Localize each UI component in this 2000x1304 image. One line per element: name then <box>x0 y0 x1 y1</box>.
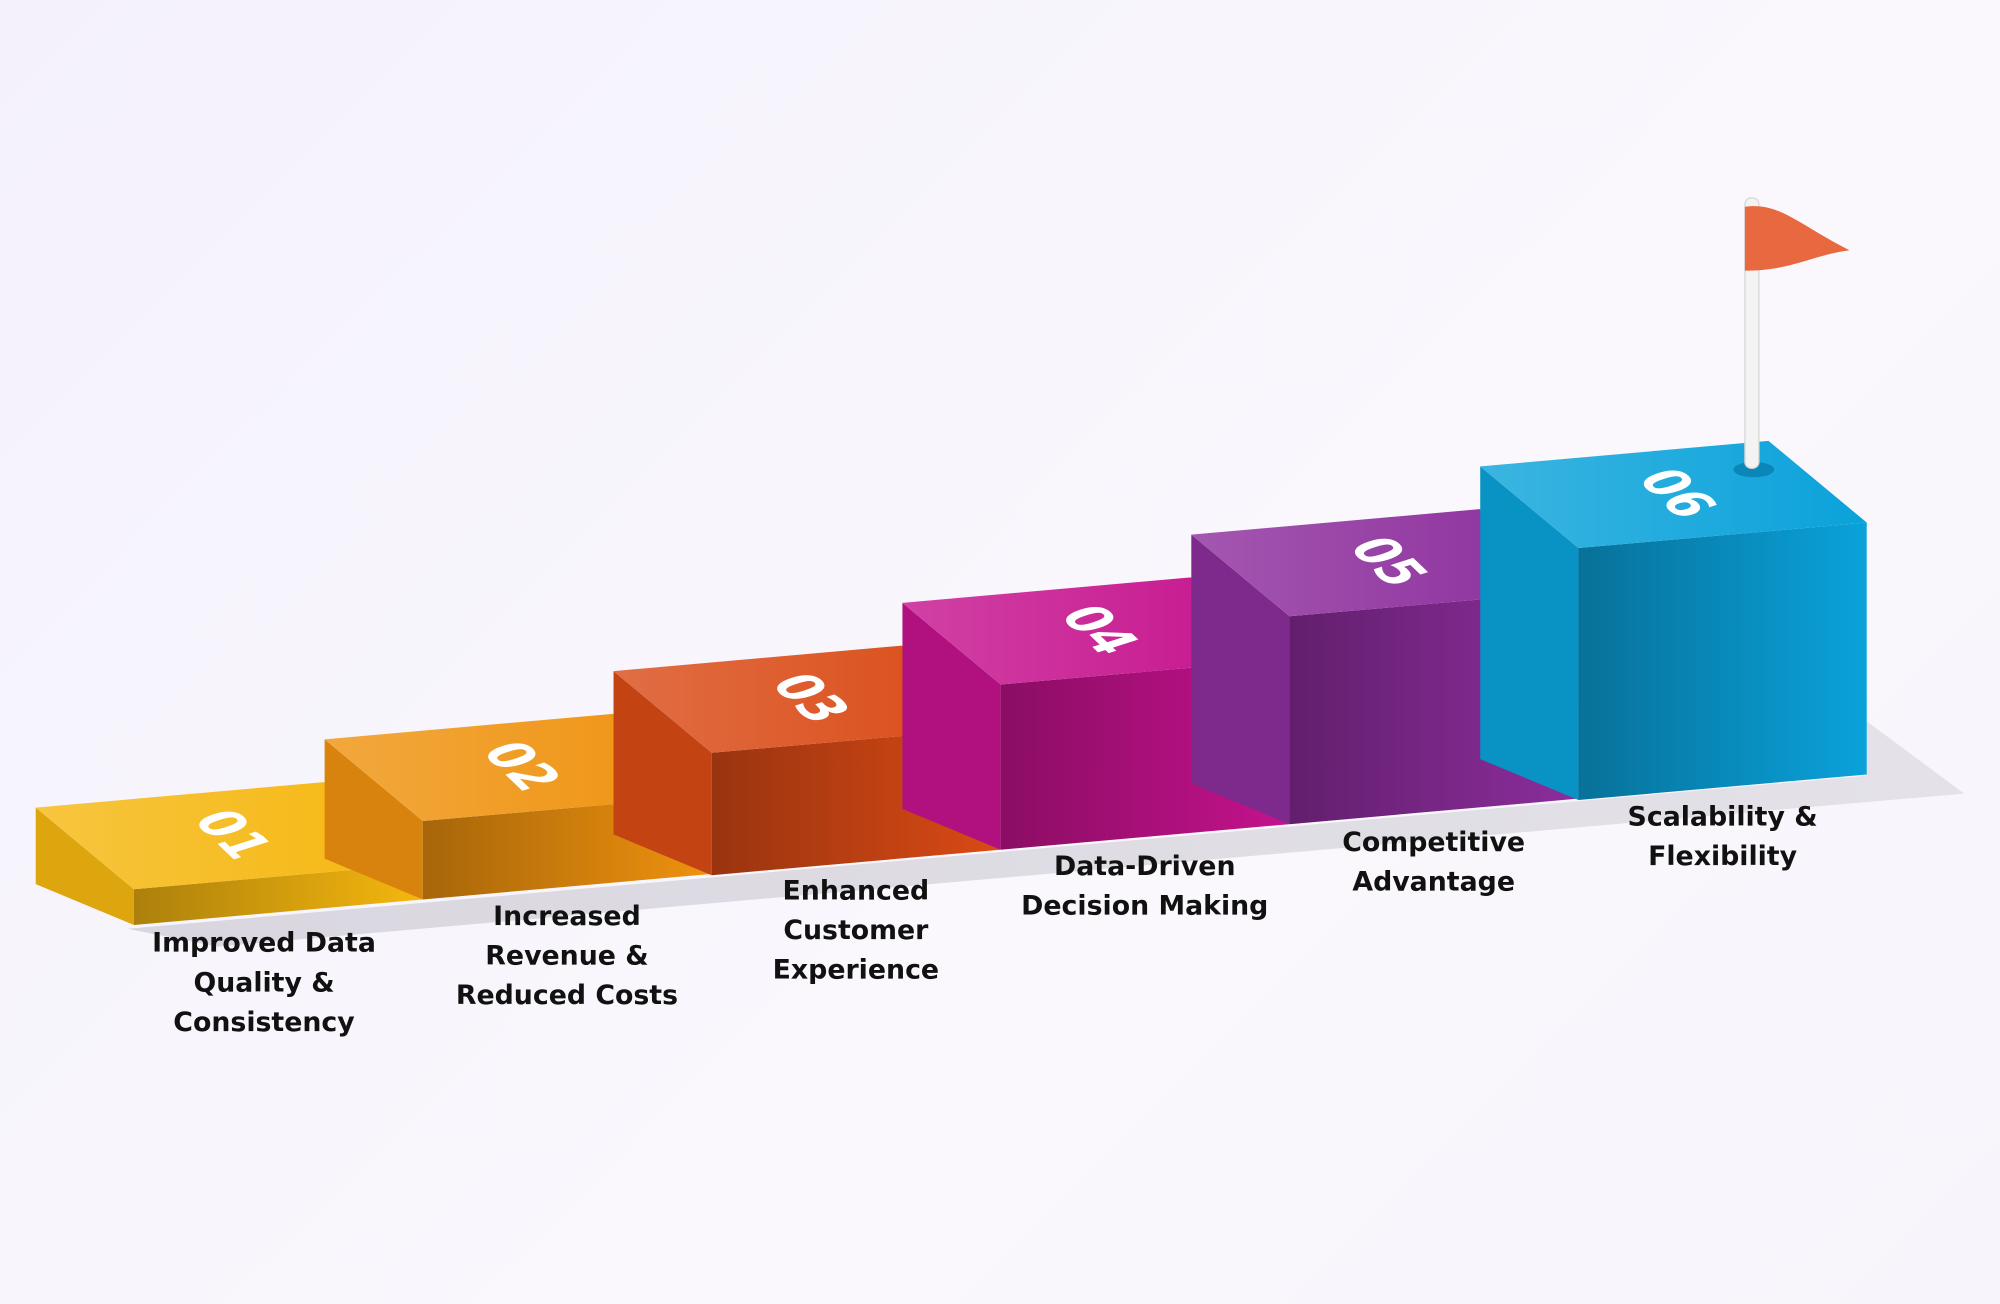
step-side-face <box>902 602 1001 850</box>
step-label: Quality & <box>193 967 334 998</box>
step-front-face <box>1578 522 1867 800</box>
step-label: Flexibility <box>1648 841 1797 872</box>
step-label: Scalability & <box>1628 801 1818 832</box>
step-label: Revenue & <box>485 940 648 971</box>
step-label: Data-Driven <box>1054 851 1236 882</box>
step-label: Increased <box>493 901 641 932</box>
step-side-face <box>35 807 134 925</box>
floor-shadow <box>127 720 1965 947</box>
step-label: Improved Data <box>152 928 376 959</box>
step-label: Consistency <box>173 1007 354 1038</box>
step-side-face <box>1480 466 1579 800</box>
step-side-face <box>324 739 423 900</box>
step-side-face <box>1191 534 1290 825</box>
step-06: 06 <box>1480 440 1867 800</box>
step-label: Experience <box>773 955 939 986</box>
flag-icon <box>1744 206 1850 271</box>
step-label: Advantage <box>1352 867 1515 898</box>
step-label: Decision Making <box>1021 891 1268 922</box>
step-front-face <box>133 863 423 925</box>
step-label: Enhanced <box>783 875 930 906</box>
flag-base <box>1733 461 1775 478</box>
step-label: Customer <box>783 915 929 946</box>
step-label: Competitive <box>1342 827 1525 858</box>
step-label: Reduced Costs <box>456 980 678 1011</box>
flag <box>1733 197 1850 478</box>
step-side-face <box>613 671 712 876</box>
